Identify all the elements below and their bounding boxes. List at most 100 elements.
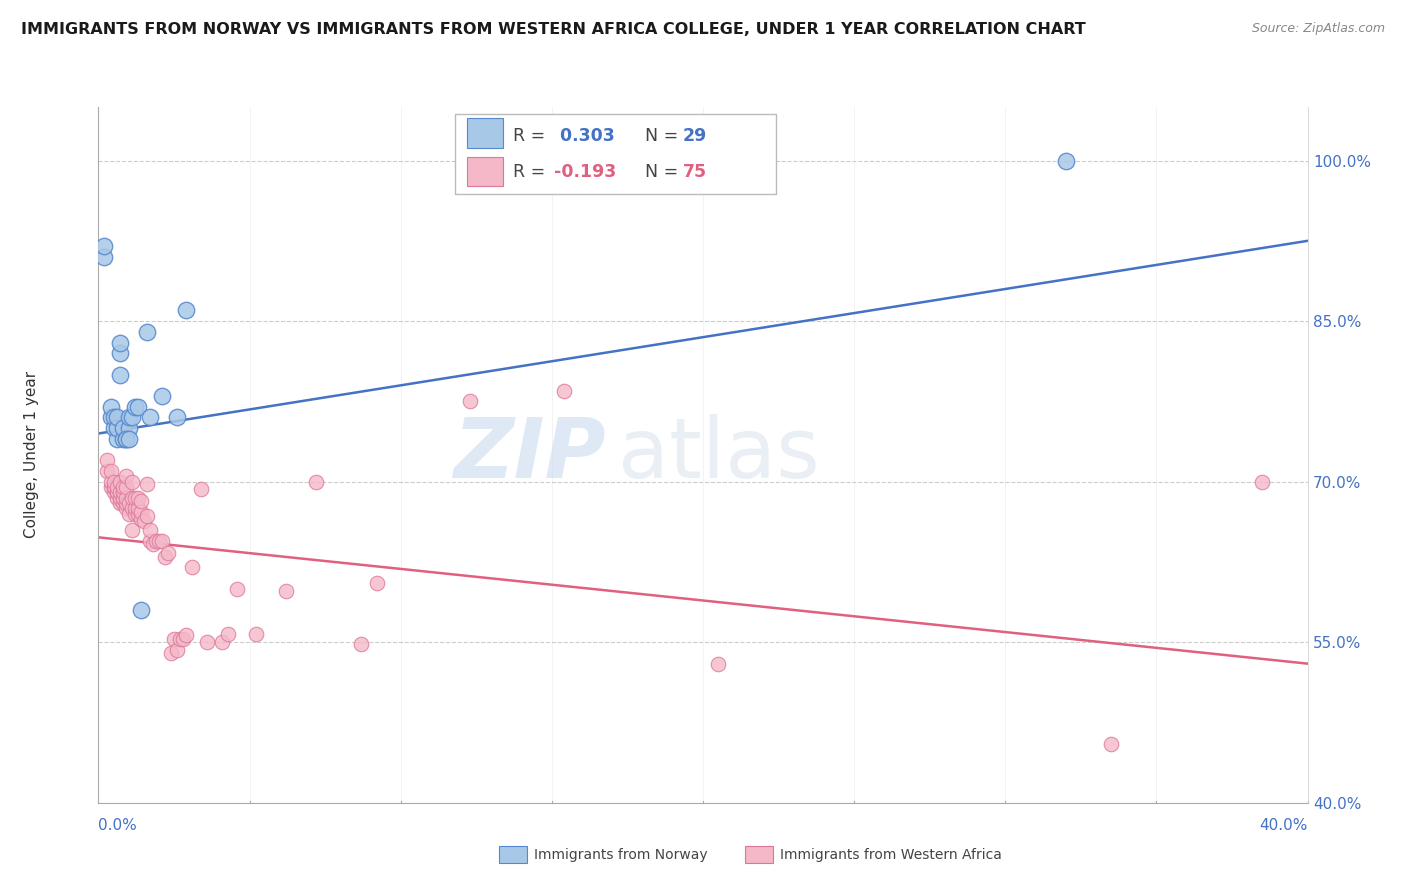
Point — [105, 421, 128, 435]
Point — [160, 646, 183, 660]
Text: ZIP: ZIP — [454, 415, 606, 495]
Point — [121, 475, 143, 489]
Text: -0.193: -0.193 — [554, 162, 616, 180]
Point — [121, 501, 143, 516]
Point — [111, 491, 134, 505]
Point — [350, 637, 373, 651]
Point — [105, 485, 128, 500]
Point — [103, 485, 125, 500]
Point — [100, 400, 122, 414]
Point — [1251, 475, 1274, 489]
Point — [100, 464, 122, 478]
Point — [100, 480, 122, 494]
Point — [156, 546, 179, 560]
Point — [121, 491, 143, 505]
Point — [108, 335, 131, 350]
Point — [108, 496, 131, 510]
Point — [305, 475, 328, 489]
Point — [124, 501, 146, 516]
Point — [129, 603, 152, 617]
Point — [163, 632, 186, 646]
Text: Immigrants from Western Africa: Immigrants from Western Africa — [780, 847, 1002, 862]
Point — [103, 410, 125, 425]
Point — [1099, 737, 1122, 751]
Point — [150, 389, 173, 403]
Point — [111, 480, 134, 494]
Point — [118, 432, 141, 446]
Point — [174, 628, 197, 642]
Point — [245, 626, 267, 640]
Point — [707, 657, 730, 671]
Point — [135, 325, 157, 339]
Point — [108, 491, 131, 505]
Text: atlas: atlas — [619, 415, 820, 495]
Point — [129, 494, 152, 508]
Point — [1054, 153, 1077, 168]
Point — [103, 480, 125, 494]
Point — [105, 410, 128, 425]
Point — [111, 432, 134, 446]
Text: R =: R = — [513, 162, 551, 180]
Point — [124, 507, 146, 521]
Point — [145, 533, 167, 548]
Point — [148, 533, 170, 548]
FancyBboxPatch shape — [456, 114, 776, 194]
Point — [195, 635, 218, 649]
Point — [114, 432, 136, 446]
Point — [111, 496, 134, 510]
Text: 29: 29 — [682, 128, 707, 145]
Point — [169, 632, 191, 646]
Point — [142, 537, 165, 551]
Point — [118, 507, 141, 521]
Point — [127, 491, 149, 505]
Point — [114, 501, 136, 516]
Point — [105, 480, 128, 494]
Text: 0.0%: 0.0% — [98, 818, 138, 832]
Point — [139, 523, 162, 537]
Point — [129, 512, 152, 526]
Point — [458, 394, 481, 409]
Text: IMMIGRANTS FROM NORWAY VS IMMIGRANTS FROM WESTERN AFRICA COLLEGE, UNDER 1 YEAR C: IMMIGRANTS FROM NORWAY VS IMMIGRANTS FRO… — [21, 22, 1085, 37]
Point — [100, 410, 122, 425]
Point — [274, 583, 297, 598]
Point — [108, 485, 131, 500]
Point — [118, 496, 141, 510]
Point — [127, 501, 149, 516]
Point — [114, 432, 136, 446]
Text: N =: N = — [634, 162, 683, 180]
Text: N =: N = — [634, 128, 683, 145]
Point — [174, 303, 197, 318]
Point — [100, 475, 122, 489]
Point — [105, 485, 128, 500]
Point — [153, 549, 176, 564]
Point — [114, 480, 136, 494]
Point — [129, 505, 152, 519]
Point — [127, 400, 149, 414]
Text: Immigrants from Norway: Immigrants from Norway — [534, 847, 707, 862]
Text: 40.0%: 40.0% — [1260, 818, 1308, 832]
Point — [166, 642, 188, 657]
Point — [96, 464, 118, 478]
Point — [139, 410, 162, 425]
Point — [103, 480, 125, 494]
FancyBboxPatch shape — [467, 119, 503, 147]
Point — [121, 410, 143, 425]
Point — [190, 482, 212, 496]
Point — [124, 491, 146, 505]
Point — [226, 582, 249, 596]
Point — [108, 368, 131, 382]
Point — [132, 514, 155, 528]
Point — [93, 239, 115, 253]
Point — [103, 475, 125, 489]
Point — [124, 400, 146, 414]
Text: R =: R = — [513, 128, 551, 145]
Text: 75: 75 — [682, 162, 707, 180]
Point — [139, 533, 162, 548]
Point — [118, 410, 141, 425]
Point — [108, 346, 131, 360]
Point — [111, 485, 134, 500]
Point — [93, 250, 115, 264]
Point — [103, 421, 125, 435]
Point — [118, 421, 141, 435]
Point — [96, 453, 118, 467]
